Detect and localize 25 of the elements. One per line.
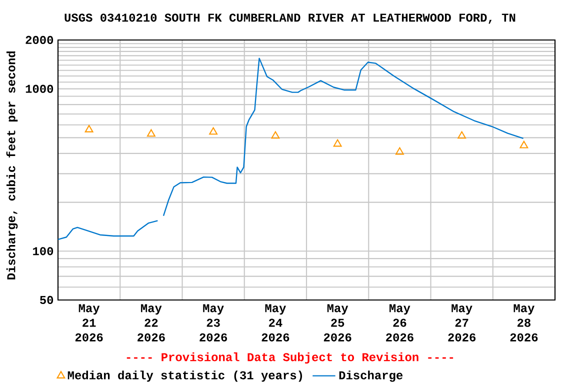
point	[209, 127, 218, 135]
point	[271, 131, 280, 139]
point	[395, 147, 404, 155]
x-tick-label: May 28 2026	[510, 304, 538, 342]
y-tick-label: 1000	[26, 84, 54, 93]
point	[520, 140, 528, 148]
x-tick-label: May 27 2026	[448, 304, 476, 342]
legend-label: Median daily statistic (31 years)	[68, 370, 302, 382]
text: ---- Provisional Data Subject to Revision ----	[126, 352, 454, 364]
x-tick-label: May 22 2026	[138, 304, 165, 342]
y-axis-title: Discharge, cubic feet per second	[6, 51, 18, 280]
x-tick-label: May 21 2026	[75, 304, 103, 342]
x-tick-label: May 26 2026	[386, 304, 414, 342]
point	[84, 124, 94, 132]
x-tick-label: May 24 2026	[262, 304, 290, 342]
legend-label: Discharge	[339, 370, 403, 382]
y-tick-label: 100	[33, 247, 54, 256]
chart-title: USGS 03410210 SOUTH FK CUMBERLAND RIVER AT LEATHERWOOD FORD, TN	[64, 14, 516, 24]
x-tick-label: May 25 2026	[324, 304, 352, 342]
y-tick-label: 50	[40, 296, 54, 304]
x-tick-label: May 23 2026	[200, 304, 228, 342]
point	[333, 139, 342, 147]
point	[458, 131, 466, 139]
point	[146, 129, 156, 137]
y-tick-label: 2000	[26, 36, 54, 44]
